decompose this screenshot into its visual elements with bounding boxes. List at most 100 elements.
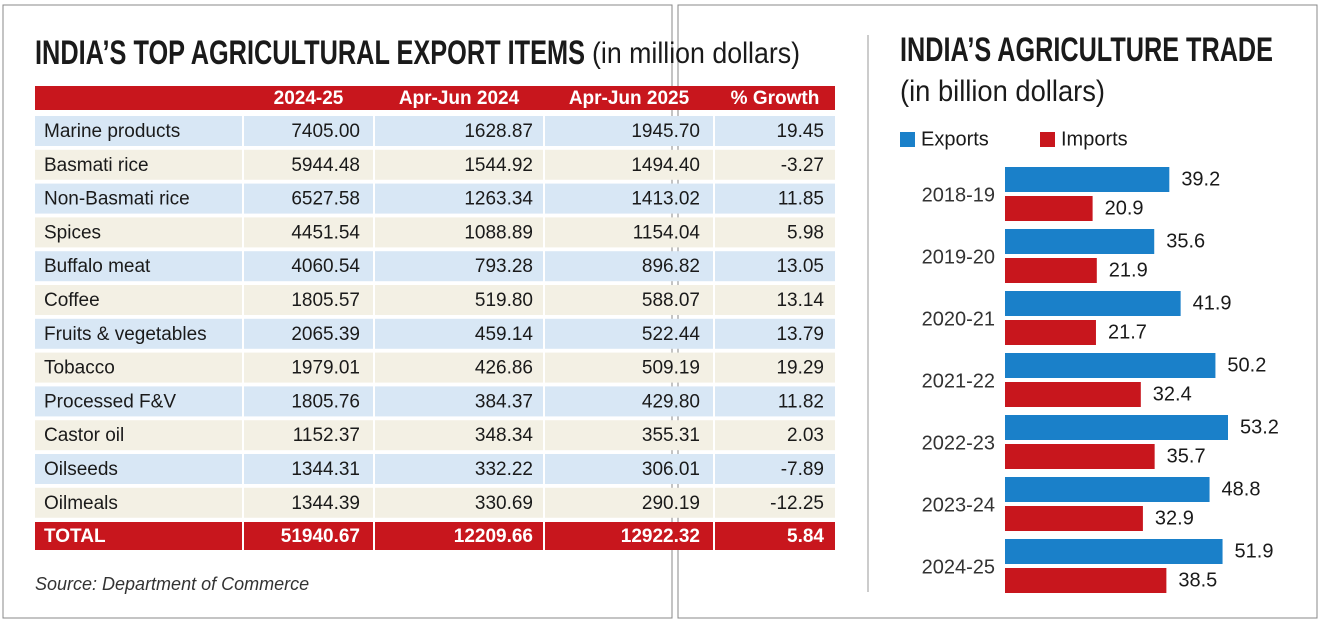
- header-cell: Apr-Jun 2024: [399, 88, 520, 109]
- cell-value: 13.05: [776, 256, 824, 277]
- cell-bg: [35, 420, 242, 451]
- cell-bg: [715, 116, 835, 146]
- cell-value: 1805.57: [291, 290, 360, 311]
- cell-value: 519.80: [475, 290, 533, 311]
- cell-value: 290.19: [642, 493, 700, 514]
- cell-bg: [244, 454, 373, 484]
- value-label: 48.8: [1222, 478, 1261, 500]
- cell-value: 384.37: [475, 391, 533, 412]
- cell-value: 1805.76: [291, 391, 360, 412]
- bar: [1005, 444, 1155, 469]
- total-value: 5.84: [787, 526, 824, 547]
- cell-value: 793.28: [475, 256, 533, 277]
- legend-label: Imports: [1061, 128, 1128, 150]
- bar: [1005, 258, 1097, 283]
- cell-value: 1979.01: [291, 358, 360, 379]
- total-bg: [35, 522, 242, 550]
- cell-bg: [35, 183, 242, 214]
- row-label: Basmati rice: [44, 155, 149, 176]
- value-label: 21.7: [1108, 321, 1147, 343]
- category-label: 2020-21: [922, 308, 995, 330]
- cell-value: 1154.04: [633, 222, 701, 243]
- total-value: 12209.66: [454, 526, 533, 547]
- category-label: 2019-20: [922, 246, 995, 268]
- header-cell: 2024-25: [274, 88, 344, 109]
- cell-bg: [35, 285, 242, 315]
- cell-bg: [715, 217, 835, 248]
- bar: [1005, 477, 1210, 502]
- cell-bg: [545, 183, 713, 214]
- value-label: 41.9: [1193, 292, 1232, 314]
- row-label: Oilseeds: [44, 459, 118, 480]
- value-label: 35.6: [1166, 230, 1205, 252]
- bar: [1005, 167, 1170, 192]
- category-label: 2022-23: [922, 432, 995, 454]
- cell-bg: [244, 285, 373, 315]
- cell-bg: [244, 251, 373, 282]
- value-label: 32.9: [1155, 507, 1194, 529]
- cell-value: 509.19: [642, 358, 700, 379]
- cell-value: 1088.89: [464, 222, 533, 243]
- cell-bg: [35, 454, 242, 484]
- cell-bg: [35, 149, 242, 180]
- bar: [1005, 196, 1093, 221]
- cell-bg: [715, 318, 835, 349]
- cell-value: 1413.02: [631, 189, 700, 210]
- cell-bg: [244, 352, 373, 383]
- cell-bg: [244, 217, 373, 248]
- header-row: [35, 86, 835, 110]
- cell-bg: [715, 285, 835, 315]
- cell-bg: [545, 217, 713, 248]
- value-label: 21.9: [1109, 259, 1148, 281]
- cell-value: 332.22: [475, 459, 533, 480]
- cell-value: 1945.70: [631, 121, 700, 142]
- bar: [1005, 291, 1181, 316]
- chart-title: INDIA’S AGRICULTURE TRADE: [900, 31, 1273, 69]
- cell-bg: [545, 251, 713, 282]
- cell-value: 13.79: [776, 324, 824, 345]
- cell-bg: [35, 487, 242, 518]
- cell-value: 11.82: [778, 391, 824, 412]
- total-value: 12922.32: [621, 526, 700, 547]
- cell-value: 4060.54: [291, 256, 360, 277]
- cell-value: 522.44: [642, 324, 701, 345]
- total-bg: [244, 522, 373, 550]
- cell-bg: [35, 217, 242, 248]
- cell-bg: [715, 487, 835, 518]
- value-label: 20.9: [1105, 197, 1144, 219]
- legend-label: Exports: [921, 128, 989, 150]
- category-label: 2018-19: [922, 184, 995, 206]
- header-cell: % Growth: [731, 88, 820, 109]
- legend-swatch: [1040, 132, 1055, 147]
- cell-value: 5944.48: [291, 155, 360, 176]
- row-label: Coffee: [44, 290, 100, 311]
- cell-bg: [715, 251, 835, 282]
- cell-value: 1344.31: [291, 459, 360, 480]
- cell-bg: [375, 149, 543, 180]
- source: Source: Department of Commerce: [35, 574, 309, 594]
- value-label: 32.4: [1153, 383, 1192, 405]
- cell-value: 1544.92: [464, 155, 533, 176]
- cell-bg: [375, 116, 543, 146]
- cell-value: 459.14: [475, 324, 534, 345]
- cell-bg: [375, 183, 543, 214]
- cell-bg: [715, 420, 835, 451]
- cell-value: 2065.39: [291, 324, 360, 345]
- cell-value: 355.31: [642, 425, 700, 446]
- total-value: 51940.67: [281, 526, 360, 547]
- cell-value: 348.34: [475, 425, 534, 446]
- cell-value: 2.03: [787, 425, 824, 446]
- row-label: Marine products: [44, 121, 180, 142]
- cell-bg: [35, 352, 242, 383]
- cell-bg: [715, 352, 835, 383]
- cell-bg: [35, 251, 242, 282]
- bar: [1005, 539, 1223, 564]
- cell-value: 588.07: [642, 290, 700, 311]
- category-label: 2024-25: [922, 556, 995, 578]
- cell-bg: [545, 318, 713, 349]
- cell-bg: [244, 420, 373, 451]
- cell-bg: [35, 318, 242, 349]
- cell-value: -7.89: [781, 459, 824, 480]
- cell-value: 306.01: [642, 459, 700, 480]
- cell-value: 429.80: [642, 391, 700, 412]
